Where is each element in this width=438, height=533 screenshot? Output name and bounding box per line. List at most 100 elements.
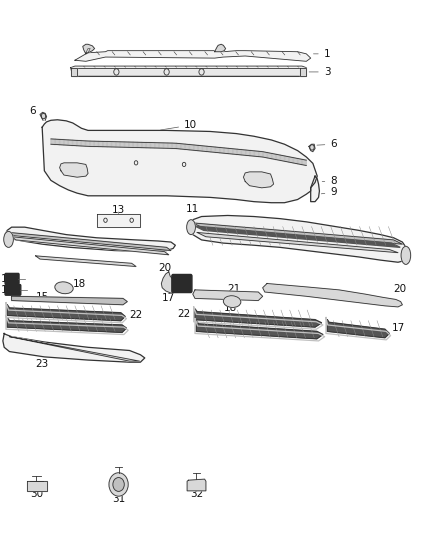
Polygon shape bbox=[155, 143, 159, 148]
Circle shape bbox=[113, 478, 124, 491]
Polygon shape bbox=[259, 151, 263, 157]
Ellipse shape bbox=[55, 282, 73, 294]
Polygon shape bbox=[280, 155, 285, 161]
Polygon shape bbox=[159, 143, 163, 148]
Polygon shape bbox=[233, 149, 237, 155]
Polygon shape bbox=[71, 66, 306, 76]
Polygon shape bbox=[311, 176, 319, 201]
Polygon shape bbox=[263, 284, 403, 307]
Polygon shape bbox=[146, 142, 151, 148]
Polygon shape bbox=[116, 142, 120, 147]
Polygon shape bbox=[168, 143, 172, 148]
Polygon shape bbox=[196, 321, 323, 339]
Polygon shape bbox=[215, 44, 226, 52]
Polygon shape bbox=[112, 142, 116, 147]
Polygon shape bbox=[177, 143, 181, 149]
Polygon shape bbox=[35, 256, 136, 266]
Polygon shape bbox=[107, 141, 112, 147]
Polygon shape bbox=[60, 140, 64, 145]
Polygon shape bbox=[99, 141, 103, 147]
Polygon shape bbox=[211, 147, 215, 152]
Polygon shape bbox=[237, 149, 241, 155]
Text: 16: 16 bbox=[1, 285, 14, 295]
Polygon shape bbox=[12, 296, 127, 305]
Text: 15: 15 bbox=[35, 292, 49, 302]
Polygon shape bbox=[55, 139, 60, 145]
Polygon shape bbox=[187, 479, 206, 491]
Polygon shape bbox=[151, 142, 155, 148]
Polygon shape bbox=[193, 290, 263, 301]
Polygon shape bbox=[263, 152, 267, 158]
Polygon shape bbox=[97, 214, 141, 227]
Polygon shape bbox=[188, 215, 409, 262]
Text: 11: 11 bbox=[186, 204, 199, 220]
Ellipse shape bbox=[401, 246, 411, 264]
Text: 13: 13 bbox=[112, 205, 125, 215]
Polygon shape bbox=[133, 142, 138, 148]
Polygon shape bbox=[172, 143, 177, 149]
Polygon shape bbox=[302, 159, 306, 165]
Ellipse shape bbox=[223, 296, 241, 308]
Text: 12: 12 bbox=[64, 238, 116, 248]
Text: 31: 31 bbox=[112, 494, 125, 504]
Polygon shape bbox=[197, 232, 398, 253]
Text: 20: 20 bbox=[394, 284, 407, 294]
Polygon shape bbox=[289, 157, 293, 163]
Polygon shape bbox=[71, 68, 77, 76]
Polygon shape bbox=[298, 158, 302, 165]
FancyBboxPatch shape bbox=[5, 273, 19, 284]
Polygon shape bbox=[195, 309, 321, 327]
Polygon shape bbox=[73, 140, 77, 146]
Polygon shape bbox=[142, 142, 146, 148]
Text: 30: 30 bbox=[30, 489, 43, 499]
FancyBboxPatch shape bbox=[5, 285, 21, 295]
Polygon shape bbox=[267, 152, 272, 159]
Text: 23: 23 bbox=[35, 359, 49, 369]
Polygon shape bbox=[193, 223, 403, 244]
FancyBboxPatch shape bbox=[172, 274, 192, 293]
Polygon shape bbox=[103, 141, 107, 147]
Polygon shape bbox=[194, 145, 198, 151]
Polygon shape bbox=[3, 334, 145, 362]
Text: 19: 19 bbox=[1, 274, 14, 284]
Polygon shape bbox=[300, 68, 306, 76]
Polygon shape bbox=[207, 146, 211, 152]
Polygon shape bbox=[250, 150, 254, 156]
Text: 22: 22 bbox=[123, 310, 143, 320]
Polygon shape bbox=[215, 147, 220, 153]
Polygon shape bbox=[85, 141, 90, 147]
Polygon shape bbox=[161, 272, 178, 293]
Polygon shape bbox=[246, 150, 250, 156]
Polygon shape bbox=[254, 151, 259, 157]
Polygon shape bbox=[285, 156, 289, 162]
Polygon shape bbox=[10, 337, 140, 361]
Polygon shape bbox=[138, 142, 142, 148]
Polygon shape bbox=[81, 141, 85, 146]
Polygon shape bbox=[327, 320, 389, 338]
Text: 17: 17 bbox=[392, 323, 405, 333]
Text: 18: 18 bbox=[73, 279, 86, 288]
Polygon shape bbox=[64, 140, 68, 145]
Polygon shape bbox=[51, 139, 55, 144]
Text: 18: 18 bbox=[223, 303, 237, 313]
Polygon shape bbox=[224, 148, 228, 154]
Polygon shape bbox=[120, 142, 124, 147]
Polygon shape bbox=[309, 144, 315, 152]
Polygon shape bbox=[40, 112, 46, 120]
Text: 21: 21 bbox=[228, 284, 241, 294]
Text: 6: 6 bbox=[317, 139, 337, 149]
Text: 1: 1 bbox=[314, 49, 330, 59]
Polygon shape bbox=[272, 154, 276, 159]
Text: 3: 3 bbox=[309, 67, 330, 77]
Polygon shape bbox=[163, 143, 168, 148]
Polygon shape bbox=[185, 144, 190, 150]
Text: 10: 10 bbox=[161, 120, 197, 130]
Text: 8: 8 bbox=[322, 176, 337, 187]
Polygon shape bbox=[241, 150, 246, 155]
Polygon shape bbox=[228, 148, 233, 154]
Polygon shape bbox=[94, 141, 99, 147]
Polygon shape bbox=[129, 142, 133, 148]
Text: 17: 17 bbox=[162, 293, 175, 303]
Circle shape bbox=[109, 473, 128, 496]
Polygon shape bbox=[276, 154, 280, 160]
